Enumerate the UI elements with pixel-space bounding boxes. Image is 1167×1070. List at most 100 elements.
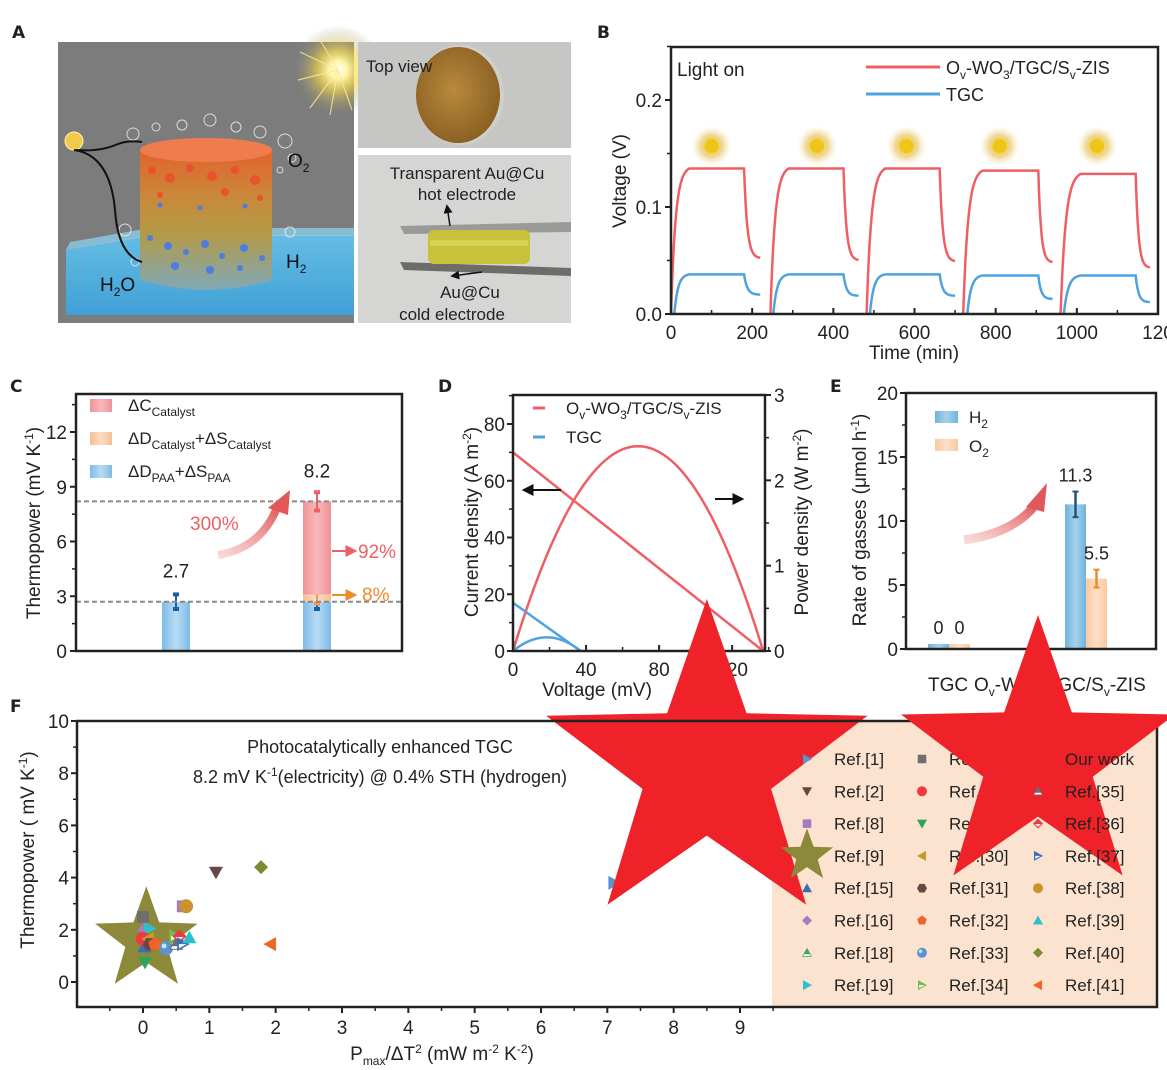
cold-electrode-arrow — [450, 270, 483, 280]
y-right-tick-label: 2 — [774, 471, 785, 492]
legend-label-ref-8: Ref.[8] — [834, 815, 884, 834]
x-tick-label: 2 — [270, 1018, 281, 1039]
hot-electrode-caption-1: Transparent Au@Cu — [390, 164, 545, 183]
data-point-ref-33-highlight — [161, 943, 167, 949]
x-tick-label: 1000 — [1056, 323, 1098, 344]
legend-label-ref-18: Ref.[18] — [834, 944, 894, 963]
legend-label-ref-1: Ref.[1] — [834, 750, 884, 769]
x-tick-label: 120 — [1142, 323, 1167, 344]
legend-marker-ref-33-highlight — [918, 949, 923, 954]
y-tick-label: 6 — [56, 533, 67, 554]
legend-label-ref-39: Ref.[39] — [1065, 912, 1125, 931]
data-point-ref-40 — [254, 860, 269, 875]
x-tick-label: 0 — [508, 660, 519, 681]
legend-label-ref-36: Ref.[36] — [1065, 815, 1125, 834]
legend-label-ref-37: Ref.[37] — [1065, 847, 1125, 866]
share-annotation-8: 8% — [362, 585, 390, 606]
legend-label-ref-34: Ref.[34] — [949, 976, 1009, 995]
legend-marker-ref-29 — [917, 819, 927, 829]
series-line-tgc-cycle — [1062, 274, 1150, 315]
legend-marker-ref-27 — [917, 754, 927, 764]
data-point-ref-2 — [208, 866, 223, 880]
error-cap — [314, 601, 320, 606]
y-axis-label: Thermopower (mV K-1) — [22, 427, 45, 619]
hot-electrode-caption-2: hot electrode — [418, 185, 516, 204]
series-line-ov-wo3-cycle — [1059, 172, 1151, 315]
iv-and-power-curves — [511, 444, 765, 653]
light-on-sun-core — [992, 139, 1007, 153]
bar-value-label: 5.5 — [1084, 544, 1109, 564]
data-point-ref-36 — [172, 929, 187, 944]
error-cap — [314, 490, 320, 495]
axis-ticks: 0 200 400 600 800 1000 120 0.0 0.1 0.2 — [636, 45, 1167, 344]
legend-marker-ref-19 — [803, 980, 812, 991]
panel-c: C 0 3 6 9 12 ΔCCatalyst ΔDCatalyst+ΔSCatalys… — [10, 377, 404, 663]
data-point-ref-27 — [137, 910, 149, 923]
legend: Ref.[1] Ref.[2] Ref.[8] Ref.[9] Ref.[15] Ref.… — [780, 615, 1167, 995]
panel-label-b: B — [597, 23, 610, 43]
hot-electrode-arrow — [443, 204, 453, 227]
y-tick-label: 20 — [877, 384, 898, 405]
tweezer-bottom — [400, 262, 571, 276]
increase-arrow-icon — [963, 501, 1040, 545]
legend: Ov-WO3/TGC/Sv-ZIS TGC — [866, 58, 1110, 105]
series-line-tgc-cycle — [966, 274, 1053, 315]
axis-frame — [904, 391, 1158, 651]
annotation-title: Photocatalytically enhanced TGC — [247, 737, 513, 757]
x-tick-label: 1 — [204, 1018, 215, 1039]
legend-label-ref-2: Ref.[2] — [834, 782, 884, 801]
x-axis-label: Pmax/ΔT2 (mW m-2 K-2) — [350, 1042, 534, 1068]
y-tick-label: 0 — [887, 640, 898, 661]
cold-electrode-caption-2: cold electrode — [399, 305, 505, 324]
legend-label-ref-41: Ref.[41] — [1065, 976, 1125, 995]
legend-marker-ref-39 — [1033, 915, 1043, 925]
h2-label: H2 — [286, 252, 307, 276]
x-tick-label: 5 — [469, 1018, 480, 1039]
x-tick-label: 7 — [602, 1018, 613, 1039]
legend-marker-ref-36-hollow — [1035, 824, 1041, 827]
legend-label-ref-15: Ref.[15] — [834, 879, 894, 898]
legend-label-ov-wo3: Ov-WO3/TGC/Sv-ZIS — [946, 58, 1110, 82]
particles-red — [148, 164, 263, 201]
cold-electrode-caption-1: Au@Cu — [440, 283, 500, 302]
axis-frame — [74, 392, 404, 653]
legend-marker-ref-28 — [917, 786, 927, 797]
legend-marker-ref-18-hollow — [803, 954, 811, 957]
x-tick-label: 400 — [817, 323, 849, 344]
bar-total-label-tgc: 2.7 — [163, 562, 189, 583]
annotation-subtitle: 8.2 mV K-1(electricity) @ 0.4% STH (hydr… — [193, 765, 567, 787]
y-axis-label: Rate of gasses (μmol h-1) — [848, 414, 871, 627]
x-tick-label: 800 — [980, 323, 1012, 344]
bar-value-label: 11.3 — [1059, 466, 1093, 486]
y-tick-label: 4 — [58, 869, 69, 890]
legend-label-delta-d-paa: ΔDPAA+ΔSPAA — [128, 462, 231, 485]
y-tick-label: 12 — [46, 423, 67, 444]
y-left-tick-label: 60 — [484, 472, 505, 493]
legend-swatch-delta-d-catalyst — [90, 432, 112, 445]
legend-marker-ref-38 — [1033, 883, 1043, 894]
x-axis-label: Time (min) — [869, 343, 959, 364]
legend-label-tgc: TGC — [566, 428, 602, 447]
data-point-ref-32 — [148, 937, 162, 950]
legend-label-ref-19: Ref.[19] — [834, 976, 894, 995]
y-left-tick-label: 80 — [484, 415, 505, 436]
legend-label-o2: O2 — [969, 437, 989, 460]
sun-rays — [297, 39, 353, 116]
legend-marker-ref-16 — [802, 915, 812, 926]
y-tick-label: 3 — [56, 587, 67, 608]
legend-marker-ref-40 — [1033, 947, 1043, 958]
y-tick-label: 8 — [58, 764, 69, 785]
x-tick-label: 200 — [736, 323, 768, 344]
panel-label-a: A — [12, 23, 26, 43]
x-tick-label: 600 — [899, 323, 931, 344]
y-left-tick-label: 40 — [484, 529, 505, 550]
photo-top-view: Top view — [358, 42, 571, 148]
light-on-sun-core — [810, 139, 825, 153]
light-bulb-icon — [64, 131, 84, 151]
legend-swatch-delta-d-paa — [90, 465, 112, 478]
series-line-ov-wo3-cycle — [961, 169, 1053, 315]
y-axis-label: Thermopower ( mV K-1) — [16, 751, 39, 949]
series-line-ov-wo3-cycle — [669, 167, 761, 315]
bar-segment — [303, 501, 331, 595]
